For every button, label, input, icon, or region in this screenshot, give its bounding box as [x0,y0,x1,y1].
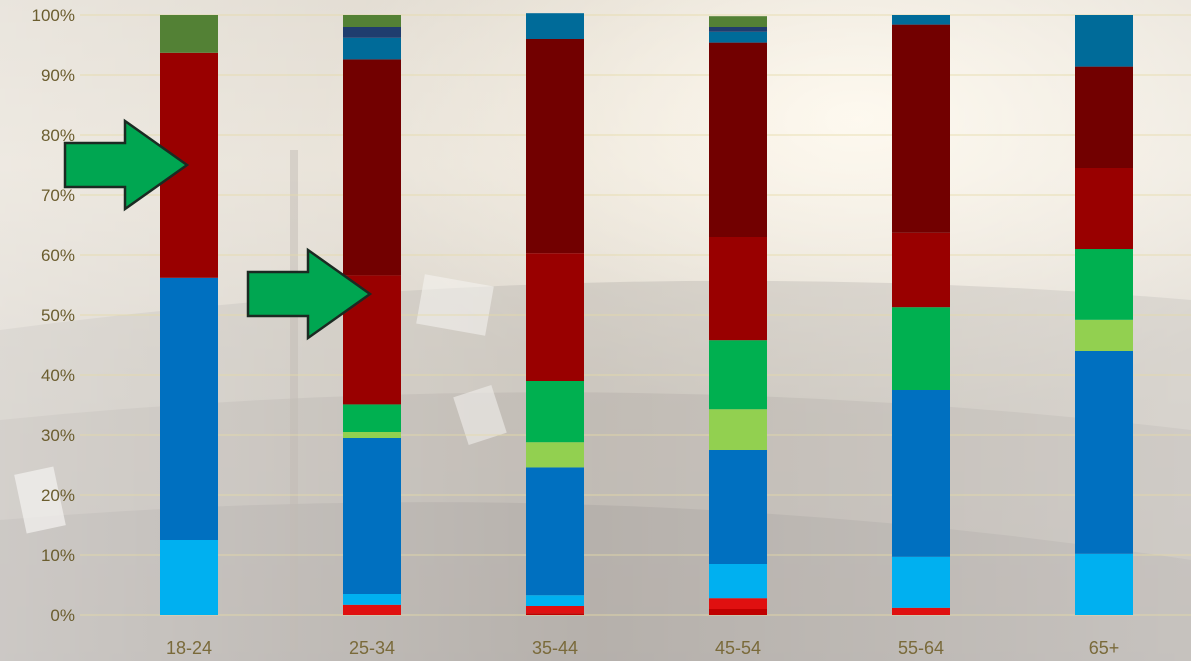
bar-stack [1075,15,1133,615]
bar-segment [709,237,767,341]
highlight-arrow [246,247,373,341]
bar-segment [526,606,584,614]
bar-segment [709,27,767,32]
bar-stack [160,15,218,615]
y-tick-label: 90% [41,66,75,85]
x-axis: 18-24 25-34 35-44 45-54 55-64 65+ [166,638,1119,658]
bar-segment [709,409,767,450]
bar-segment [343,15,401,27]
bar-segment [526,467,584,596]
y-tick-label: 0% [50,606,75,625]
bar-segment [709,450,767,564]
bar-segment [526,381,584,443]
bar-segment [526,39,584,254]
bar-segment [1075,66,1133,168]
y-tick-label: 40% [41,366,75,385]
y-tick-label: 60% [41,246,75,265]
bar-segment [709,31,767,43]
bar-segment [709,340,767,410]
y-axis: 0% 10% 20% 30% 40% 50% 60% 70% 80% 90% 100% [32,6,75,625]
bar-segment [892,307,950,390]
bar-segment [160,277,218,540]
bar-segment [343,59,401,276]
bar-segment [892,390,950,557]
bar-segment [709,42,767,237]
bar-segment [709,609,767,615]
bar-segment [892,15,950,25]
x-tick-label: 35-44 [532,638,578,658]
bar-stack [526,13,584,615]
bar-segment [892,24,950,233]
annotations [63,118,373,341]
highlight-arrow [63,118,190,212]
bar-segment [709,598,767,609]
bar-segment [1075,15,1133,67]
bar-segment [343,432,401,438]
bar-segment [892,232,950,308]
gridlines [80,14,1191,616]
x-tick-label: 25-34 [349,638,395,658]
x-tick-label: 18-24 [166,638,212,658]
y-tick-label: 80% [41,126,75,145]
bar-segment [343,604,401,615]
bar-segment [709,16,767,27]
bar-stack [343,15,401,615]
bar-segment [892,607,950,615]
x-tick-label: 55-64 [898,638,944,658]
y-tick-label: 10% [41,546,75,565]
bar-segment [160,540,218,615]
bar-segment [343,594,401,605]
bar-segment [526,13,584,39]
bar-segment [343,37,401,60]
bar-segment [343,404,401,432]
bar-segment [526,595,584,606]
x-tick-label: 45-54 [715,638,761,658]
bar-segment [526,613,584,615]
y-tick-label: 70% [41,186,75,205]
bar-segment [526,253,584,381]
x-tick-label: 65+ [1089,638,1120,658]
y-tick-label: 30% [41,426,75,445]
bar-segment [526,442,584,468]
bar-segment [343,27,401,38]
bars [160,13,1133,615]
bar-segment [709,564,767,599]
bar-segment [1075,319,1133,351]
bar-stack [709,16,767,615]
bar-segment [1075,249,1133,320]
bar-segment [1075,168,1133,249]
bar-segment [1075,351,1133,554]
bar-segment [343,438,401,594]
y-tick-label: 20% [41,486,75,505]
bar-segment [1075,553,1133,615]
bar-stack [892,15,950,615]
y-tick-label: 100% [32,6,75,25]
bar-segment [892,556,950,608]
y-tick-label: 50% [41,306,75,325]
bar-segment [160,15,218,53]
